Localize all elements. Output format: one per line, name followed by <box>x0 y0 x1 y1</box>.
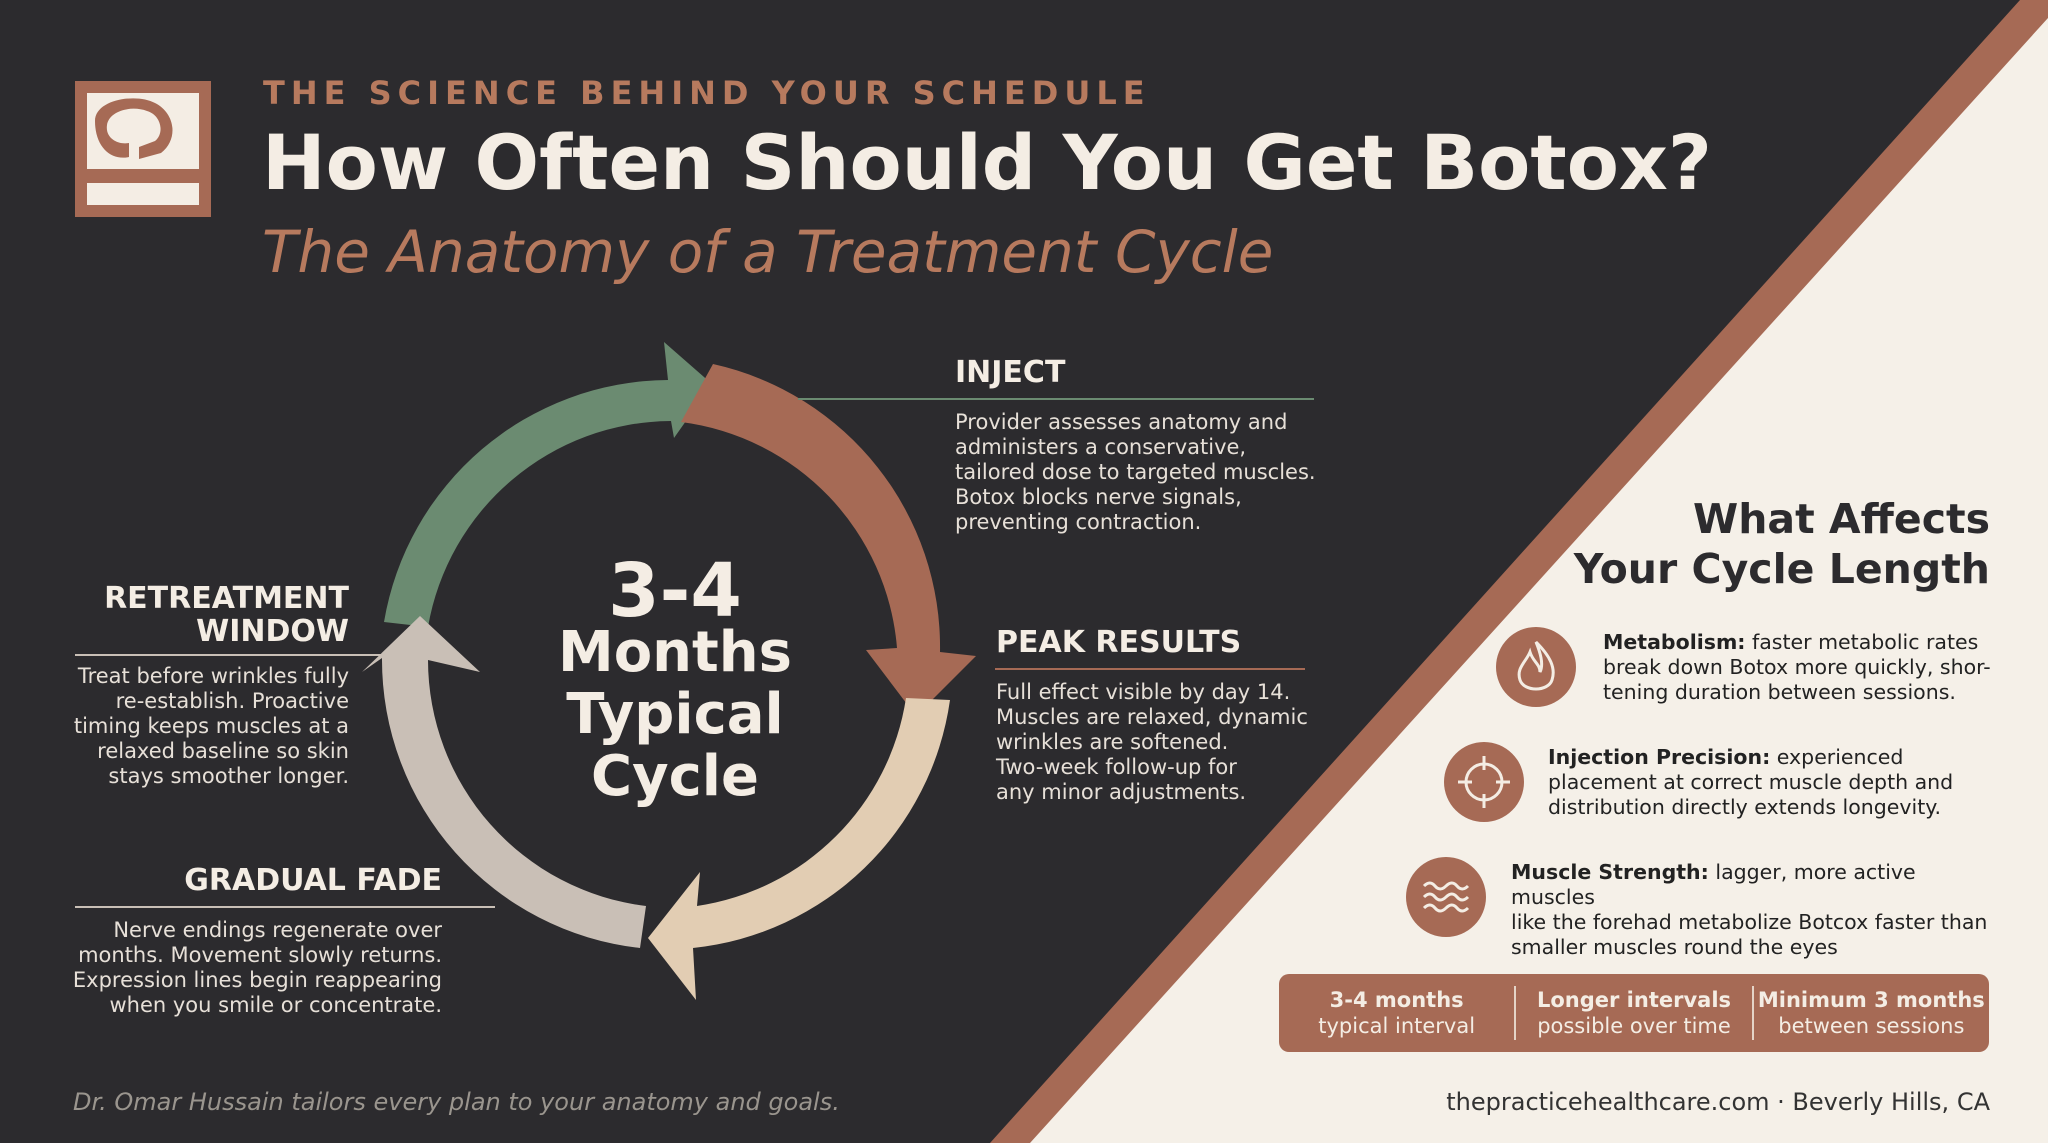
text-line: re-establish. Proactive <box>115 689 349 713</box>
waves-icon <box>1406 857 1486 937</box>
stage-retreat-title: RETREATMENT WINDOW <box>75 582 349 648</box>
stage-peak-title: PEAK RESULTS <box>996 625 1242 660</box>
heading-line: What Affects <box>1692 495 1990 543</box>
text-line: Botox blocks nerve signals, <box>955 485 1242 509</box>
text-line: Expression lines begin reappearing <box>72 968 442 992</box>
text-line: faster metabolic rates <box>1745 630 1979 654</box>
peak-divider <box>995 668 1305 670</box>
cycle-center-number: 3-4 <box>608 548 742 634</box>
stat-label: typical interval <box>1318 1014 1476 1038</box>
text-line: months. Movement slowly returns. <box>78 943 442 967</box>
center-line: Typical <box>566 682 784 747</box>
title-line: WINDOW <box>196 614 349 649</box>
footer-website: thepracticehealthcare.com · Beverly Hill… <box>1446 1088 1990 1116</box>
stat-divider <box>1751 986 1754 1040</box>
cycle-arrow-copper <box>681 364 976 716</box>
page-title: How Often Should You Get Botox? <box>262 118 1713 207</box>
text-line: lagger, more active muscles <box>1511 860 1916 909</box>
text-line: Treat before wrinkles fully <box>77 664 349 688</box>
cycle-arrow-beige <box>648 698 950 1000</box>
stage-inject-text: Provider assesses anatomy and administer… <box>955 410 1325 535</box>
factor-label: Injection Precision: <box>1548 745 1771 769</box>
factor-muscle-strength: Muscle Strength: lagger, more active mus… <box>1511 860 1991 960</box>
factor-precision: Injection Precision: experienced placeme… <box>1548 745 1988 820</box>
text-line: when you smile or concentrate. <box>109 993 442 1017</box>
text-line: Full effect visible by day 14. <box>996 680 1291 704</box>
text-line: tailored dose to targeted muscles. <box>955 460 1316 484</box>
flame-icon <box>1496 627 1576 707</box>
stage-fade-text: Nerve endings regenerate over months. Mo… <box>55 918 442 1018</box>
stat-typical-interval: 3-4 months typical interval <box>1279 987 1514 1039</box>
stat-value: Minimum 3 months <box>1757 988 1985 1012</box>
text-line: timing keeps muscles at a <box>73 714 349 738</box>
text-line: stays smoother longer. <box>108 764 349 788</box>
factor-label: Metabolism: <box>1603 630 1746 654</box>
fade-divider <box>75 906 495 908</box>
cycle-center-label: Months Typical Cycle <box>520 622 830 808</box>
cycle-ring <box>362 342 976 1000</box>
cycle-arrow-green <box>384 342 712 627</box>
stats-bar: 3-4 months typical interval Longer inter… <box>1279 974 1989 1052</box>
stat-label: between sessions <box>1778 1014 1965 1038</box>
text-line: Provider assesses anatomy and <box>955 410 1288 434</box>
stat-value: 3-4 months <box>1329 988 1464 1012</box>
text-line: preventing contraction. <box>955 510 1202 534</box>
stage-fade-title: GRADUAL FADE <box>184 863 442 898</box>
inject-divider <box>798 398 1314 400</box>
page-subtitle: The Anatomy of a Treatment Cycle <box>262 218 1274 286</box>
text-line: any minor adjustments. <box>996 780 1247 804</box>
title-line: RETREATMENT <box>104 581 349 616</box>
text-line: tening duration between sessions. <box>1603 680 1956 704</box>
light-panel <box>1030 18 2048 1143</box>
factors-heading: What Affects Your Cycle Length <box>1540 494 1990 594</box>
clinic-logo <box>75 81 211 217</box>
factor-label: Muscle Strength: <box>1511 860 1709 884</box>
stage-peak-text: Full effect visible by day 14. Muscles a… <box>996 680 1336 805</box>
text-line: Muscles are relaxed, dynamic <box>996 705 1308 729</box>
text-line: distribution directly extends longevity. <box>1548 795 1941 819</box>
stat-longer-intervals: Longer intervals possible over time <box>1516 987 1751 1039</box>
text-line: like the forehad metabolize Botcox faste… <box>1511 910 1988 934</box>
crosshair-icon <box>1444 742 1524 822</box>
text-line: break down Botox more quickly, shor- <box>1603 655 1991 679</box>
stat-divider <box>1514 986 1517 1040</box>
eyebrow-text: THE SCIENCE BEHIND YOUR SCHEDULE <box>263 74 1151 112</box>
stat-label: possible over time <box>1537 1014 1731 1038</box>
center-line: Cycle <box>591 744 759 809</box>
text-line: administers a conservative, <box>955 435 1247 459</box>
stage-inject-title: INJECT <box>955 355 1066 390</box>
text-line: smaller muscles round the eyeѕ <box>1511 935 1838 959</box>
text-line: Two-week follow-up for <box>996 755 1237 779</box>
text-line: experienced <box>1770 745 1904 769</box>
stat-value: Longer intervals <box>1536 988 1732 1012</box>
text-line: placement at correct muscle depth and <box>1548 770 1954 794</box>
stage-retreat-text: Treat before wrinkles fully re-establish… <box>49 664 349 789</box>
center-line: Months <box>557 620 793 685</box>
cycle-arrow-grey <box>362 616 646 948</box>
retreat-divider <box>75 654 385 656</box>
heading-line: Your Cycle Length <box>1573 545 1990 593</box>
text-line: Nerve endings regenerate over <box>113 918 442 942</box>
text-line: relaxed baseline so skin <box>97 739 349 763</box>
factor-metabolism: Metabolism: faster metabolic rates break… <box>1603 630 1993 705</box>
text-line: wrinkles are softened. <box>996 730 1229 754</box>
footer-tagline: Dr. Omar Hussain tailors every plan to y… <box>73 1088 840 1116</box>
stat-minimum: Minimum 3 months between sessions <box>1754 987 1989 1039</box>
